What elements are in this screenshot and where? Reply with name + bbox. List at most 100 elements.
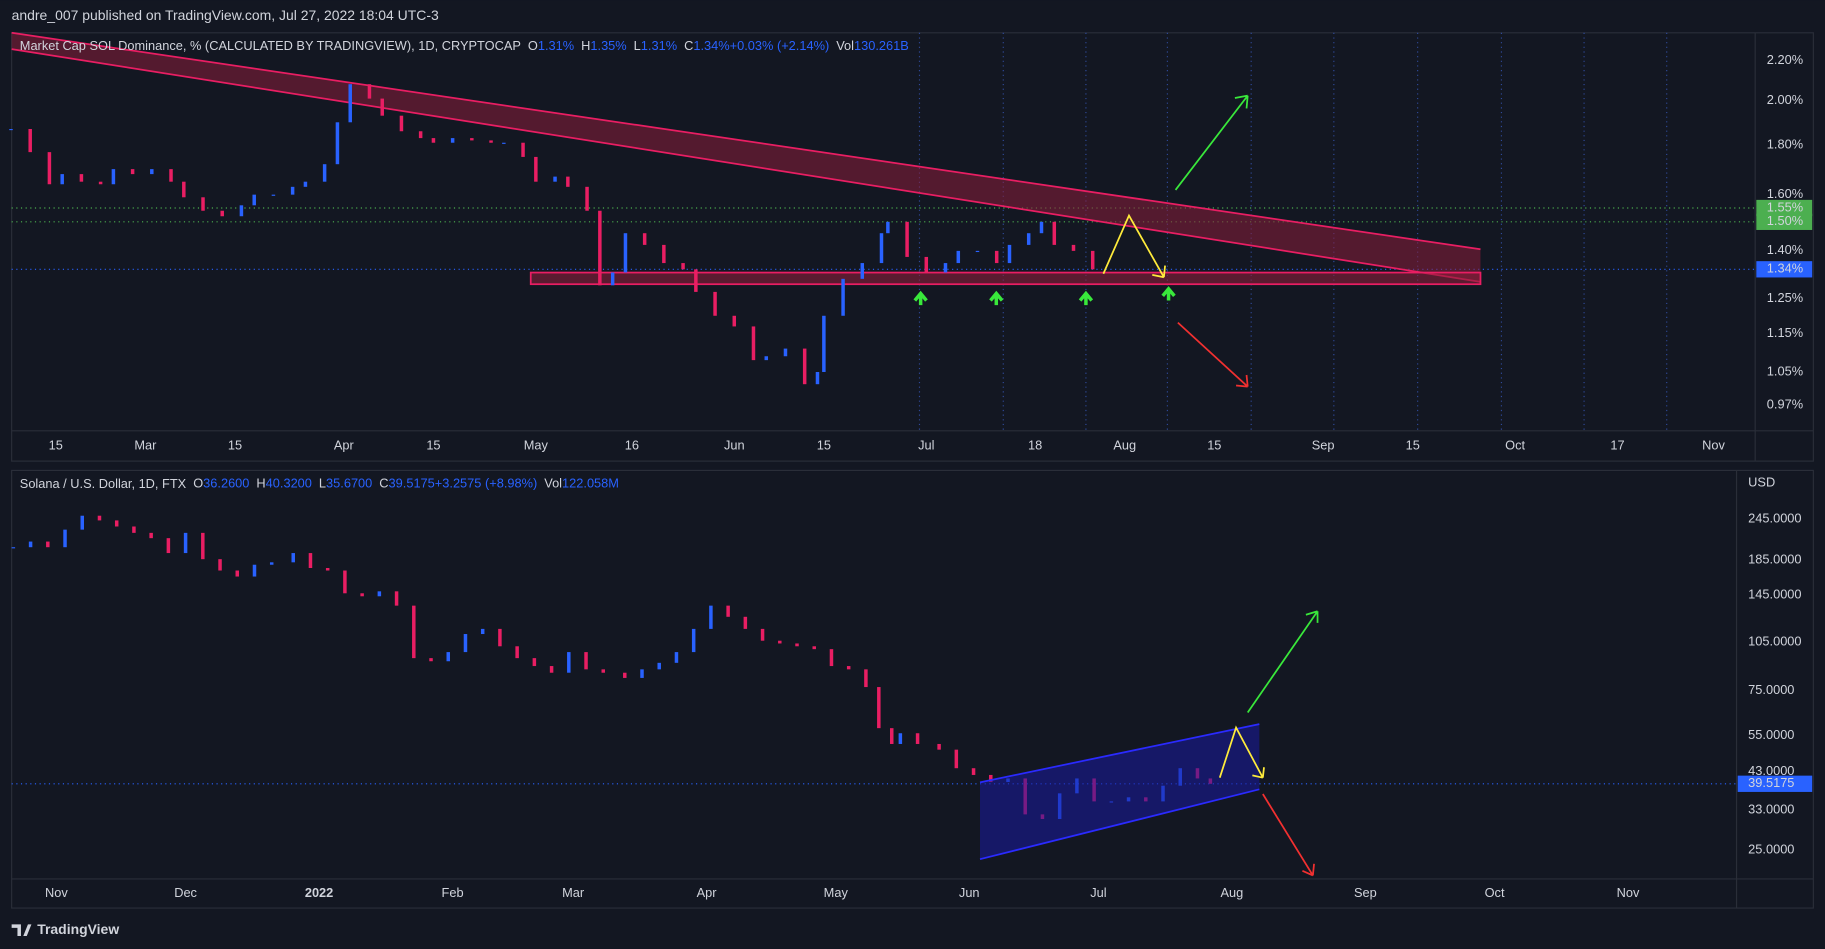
candle [521, 142, 525, 157]
y-tick-label: 25.0000 [1748, 842, 1794, 857]
y-tick-label: 1.60% [1767, 186, 1803, 201]
x-tick-label: Nov [45, 885, 68, 900]
candle [681, 263, 685, 270]
channel-lines [979, 723, 1260, 861]
candle [778, 640, 782, 644]
ohlc-value: 1.35% [590, 38, 626, 53]
candle [886, 221, 890, 234]
candle [450, 138, 455, 143]
candle [937, 743, 941, 750]
axis-unit: USD [1748, 475, 1775, 490]
ohlc-label: O [528, 38, 538, 53]
candle [802, 348, 807, 385]
y-tick-label: 1.15% [1767, 325, 1803, 340]
y-tick-label: 145.0000 [1748, 587, 1801, 602]
ohlc-value: +3.2575 (+8.98%) [435, 476, 537, 491]
candle [975, 250, 980, 253]
candle [60, 174, 64, 185]
candle [46, 541, 50, 548]
ascending-channel [980, 724, 1260, 860]
candle [743, 616, 748, 629]
candle [394, 591, 399, 606]
candle [367, 84, 372, 99]
candle [1039, 221, 1044, 234]
candle [343, 570, 347, 594]
candle [182, 181, 186, 198]
candle [846, 666, 851, 670]
ohlc-value: 39.5175 [389, 476, 435, 491]
candle [429, 658, 433, 662]
candle [640, 669, 644, 678]
candle [994, 250, 999, 264]
y-tick-label: 0.97% [1767, 397, 1803, 412]
labels-layer: Market Cap SOL Dominance, % (CALCULATED … [20, 38, 1813, 900]
path-arrow [1218, 725, 1265, 779]
x-tick-label: 15 [49, 437, 63, 452]
x-tick-label: Mar [134, 437, 157, 452]
candle [98, 181, 103, 185]
y-tick-label: 245.0000 [1748, 511, 1801, 526]
candle [601, 669, 606, 673]
candle [726, 605, 730, 617]
candle [1007, 244, 1012, 264]
candle [783, 348, 788, 357]
y-tick-label: 75.0000 [1748, 682, 1794, 697]
y-tick-label: 2.00% [1767, 92, 1803, 107]
series-title: Solana / U.S. Dollar, 1D, FTX O36.2600 H40… [20, 476, 619, 491]
candle [623, 233, 628, 273]
ohlc-label: H [256, 476, 265, 491]
ohlc-value: 1.31% [641, 38, 677, 53]
x-tick-label: May [524, 437, 549, 452]
x-tick-label: 15 [228, 437, 242, 452]
candle [201, 197, 205, 211]
price-label: 1.34% [1767, 261, 1803, 276]
candle [325, 568, 330, 571]
y-tick-label: 1.80% [1767, 136, 1803, 151]
ohlc-label: C [684, 38, 693, 53]
ohlc-value: 130.261B [854, 38, 909, 53]
candle [271, 194, 276, 196]
x-tick-label: Aug [1221, 885, 1244, 900]
candle [446, 652, 450, 662]
candle [860, 263, 865, 279]
candle [380, 98, 384, 116]
bear-arrow [1262, 793, 1315, 877]
y-tick-label: 185.0000 [1748, 551, 1801, 566]
candle [598, 210, 602, 286]
candle [971, 768, 976, 775]
ohlc-value: +0.03% (+2.14%) [730, 38, 830, 53]
x-tick-label: Jul [918, 437, 934, 452]
candle [80, 515, 85, 530]
y-tick-label: 33.0000 [1748, 801, 1794, 816]
candle [201, 532, 205, 560]
x-tick-label: 2022 [305, 885, 333, 900]
x-tick-label: Apr [334, 437, 355, 452]
candle [111, 169, 116, 185]
candle [418, 131, 423, 139]
candle [308, 553, 313, 569]
candle [291, 553, 295, 563]
candle [841, 278, 845, 316]
logo-mark [11, 924, 32, 936]
candle [130, 169, 135, 175]
candle [623, 672, 627, 678]
candle [713, 291, 717, 316]
candle [28, 128, 32, 153]
x-tick-label: Apr [697, 885, 718, 900]
channel-line [11, 48, 1481, 283]
candle [691, 628, 696, 653]
candle [480, 628, 485, 635]
candle [322, 164, 327, 182]
ohlc-value: 40.3200 [266, 476, 312, 491]
x-tick-label: 15 [817, 437, 831, 452]
price-label-box [1756, 261, 1813, 278]
candle [709, 605, 713, 629]
candle [732, 315, 737, 327]
candle [502, 142, 506, 144]
candle [1090, 250, 1095, 270]
candle [567, 652, 571, 673]
bull-arrow [1174, 94, 1249, 191]
ohlc-label: O [193, 476, 203, 491]
candle [812, 646, 816, 650]
